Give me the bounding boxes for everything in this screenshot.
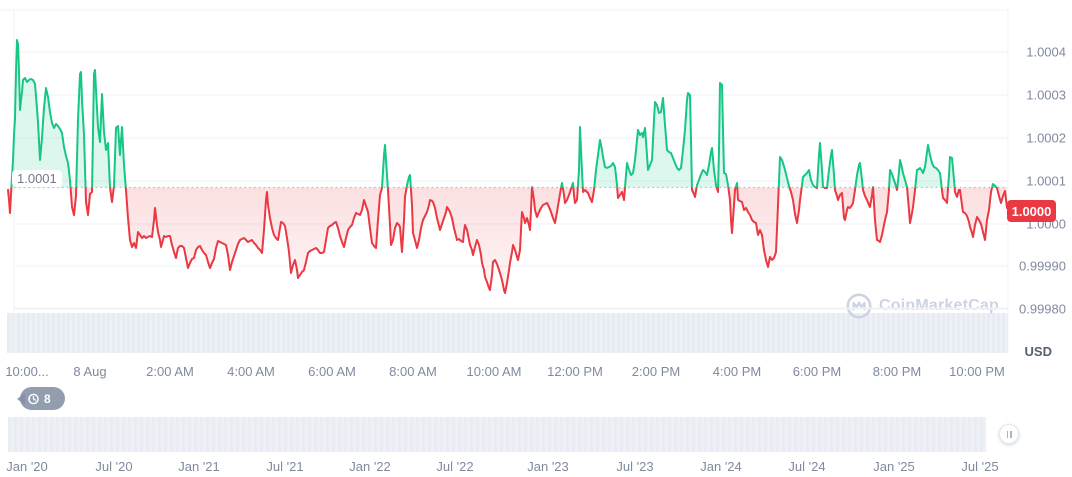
navigator-year-label: Jul '20 (95, 459, 133, 474)
navigator-year-label: Jul '22 (436, 459, 474, 474)
x-axis-tick-label: 10:00 AM (466, 364, 522, 379)
series-above-baseline (8, 39, 1007, 188)
series-below-baseline (7, 187, 1008, 294)
watermark-text: CoinMarketCap (879, 297, 999, 314)
x-axis-tick-label: 4:00 PM (712, 364, 762, 379)
handle-grip-icon (1010, 430, 1012, 438)
x-axis-tick-label: 2:00 AM (146, 364, 194, 379)
current-price-badge: 1.0000 (1007, 200, 1056, 222)
y-axis-tick-label: 1.0004 (1026, 44, 1066, 60)
y-axis-unit-label: USD (1024, 344, 1052, 359)
history-count-badge[interactable]: 8 (20, 387, 65, 410)
baseline-price-label: 1.0001 (12, 170, 62, 187)
x-axis-tick-label: 12:00 PM (547, 364, 603, 379)
navigator-year-label: Jan '20 (6, 459, 48, 474)
y-axis-tick-label: 1.0001 (1026, 173, 1066, 189)
history-count: 8 (44, 391, 51, 406)
x-axis-tick-label: 2:00 PM (631, 364, 681, 379)
navigator-year-label: Jul '23 (616, 459, 654, 474)
y-axis-tick-label: 1.0002 (1026, 130, 1066, 146)
y-axis-tick-label: 0.99980 (1019, 301, 1066, 317)
volume-bars-band (7, 313, 1008, 353)
y-axis-tick-label: 1.0003 (1026, 87, 1066, 103)
x-axis-tick-label: 8:00 AM (389, 364, 437, 379)
navigator-year-label: Jan '21 (178, 459, 220, 474)
x-axis-tick-label: 10:00... (5, 364, 49, 379)
navigator-handle[interactable] (999, 424, 1019, 444)
navigator-year-label: Jul '24 (788, 459, 826, 474)
handle-grip-icon (1006, 430, 1008, 438)
x-axis-tick-label: 4:00 AM (227, 364, 275, 379)
coinmarketcap-logo-icon (846, 293, 872, 319)
navigator-year-label: Jul '21 (266, 459, 304, 474)
x-axis-tick-label: 6:00 PM (792, 364, 842, 379)
range-navigator[interactable] (8, 417, 1008, 452)
navigator-year-label: Jan '24 (700, 459, 742, 474)
x-axis-tick-label: 10:00 PM (949, 364, 1005, 379)
navigator-year-label: Jul '25 (961, 459, 999, 474)
x-axis-tick-label: 8 Aug (73, 364, 107, 379)
x-axis-tick-label: 6:00 AM (308, 364, 356, 379)
navigator-year-label: Jan '22 (349, 459, 391, 474)
y-axis-tick-label: 0.99990 (1019, 258, 1066, 274)
navigator-year-label: Jan '23 (527, 459, 569, 474)
history-clock-icon (28, 393, 39, 404)
navigator-year-label: Jan '25 (873, 459, 915, 474)
x-axis-tick-label: 8:00 PM (872, 364, 922, 379)
watermark: CoinMarketCap (846, 293, 999, 319)
